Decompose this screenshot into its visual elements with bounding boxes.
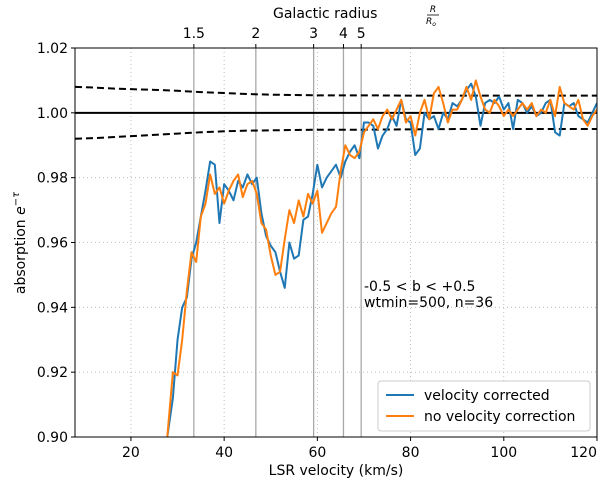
top-axis-frac-num: R bbox=[430, 5, 436, 15]
y-tick-label: 0.92 bbox=[37, 365, 68, 381]
top-axis-label: Galactic radius R Ro bbox=[273, 5, 439, 28]
x-tick-label: 60 bbox=[308, 445, 326, 461]
envelope bbox=[75, 85, 597, 140]
y-axis-label: absorption e−τ bbox=[11, 191, 29, 294]
y-tick-label: 0.98 bbox=[37, 171, 68, 187]
top-axis-tick-label: 2 bbox=[251, 26, 260, 42]
x-tick-label: 80 bbox=[402, 445, 420, 461]
series-line-no-velocity-correction bbox=[166, 79, 597, 437]
y-tick-label: 1.02 bbox=[37, 41, 68, 57]
top-axis-label-text: Galactic radius bbox=[273, 6, 377, 22]
top-axis-frac-den: Ro bbox=[426, 17, 436, 28]
top-axis-frac-den-main: R bbox=[426, 17, 432, 27]
series-lines bbox=[166, 79, 597, 437]
y-axis-ticks: 0.90 0.92 0.94 0.96 0.98 1.00 1.02 bbox=[37, 41, 75, 446]
x-tick-label: 40 bbox=[215, 445, 233, 461]
y-tick-label: 0.96 bbox=[37, 236, 68, 252]
annotation-line-2: wtmin=500, n=36 bbox=[364, 295, 493, 311]
top-axis-ticks: 1.5 2 3 4 5 bbox=[183, 26, 366, 48]
legend-box bbox=[377, 380, 591, 432]
top-axis-frac-den-sub: o bbox=[432, 21, 436, 28]
legend-label-no-velocity-correction: no velocity correction bbox=[424, 409, 575, 425]
legend: velocity corrected no velocity correctio… bbox=[377, 380, 591, 432]
radius-marker-lines bbox=[193, 48, 362, 437]
grid bbox=[75, 48, 597, 437]
x-tick-label: 20 bbox=[122, 445, 140, 461]
y-axis-label-prefix: absorption bbox=[13, 215, 29, 294]
y-tick-label: 1.00 bbox=[37, 106, 68, 122]
annotation-line-1: -0.5 < b < +0.5 bbox=[364, 279, 475, 295]
x-tick-label: 100 bbox=[490, 445, 517, 461]
top-axis-tick-label: 3 bbox=[309, 26, 318, 42]
x-tick-label: 120 bbox=[570, 445, 597, 461]
top-axis-tick-label: 4 bbox=[339, 26, 348, 42]
annotation: -0.5 < b < +0.5 wtmin=500, n=36 bbox=[364, 279, 493, 311]
y-axis-label-sup: −τ bbox=[11, 191, 22, 206]
legend-label-velocity-corrected: velocity corrected bbox=[424, 388, 550, 404]
top-axis-tick-label: 1.5 bbox=[183, 26, 205, 42]
y-tick-label: 0.94 bbox=[37, 300, 68, 316]
y-axis-label-var: e bbox=[13, 206, 29, 215]
top-axis-tick-label: 5 bbox=[357, 26, 366, 42]
x-axis-ticks: 20 40 60 80 100 120 bbox=[122, 437, 598, 461]
envelope-lower-line bbox=[75, 128, 597, 140]
x-axis-label: LSR velocity (km/s) bbox=[269, 463, 404, 479]
y-tick-label: 0.90 bbox=[37, 430, 68, 446]
envelope-upper-line bbox=[75, 85, 597, 97]
